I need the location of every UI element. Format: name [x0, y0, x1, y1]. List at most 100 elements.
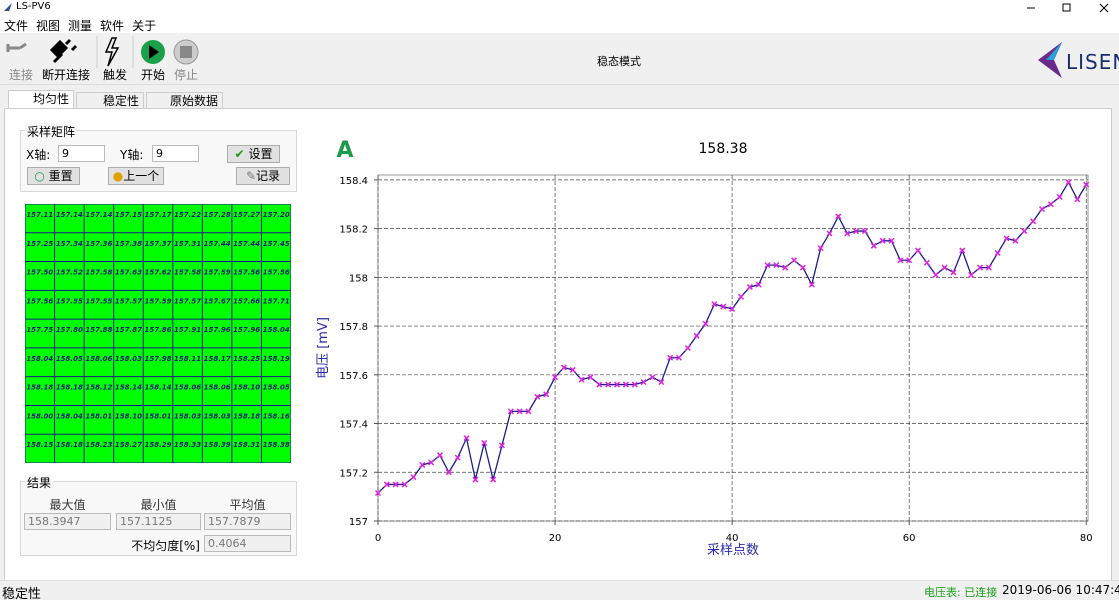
- y-input[interactable]: 9: [152, 145, 199, 162]
- point-marker: [782, 264, 789, 271]
- point-marker: [684, 344, 691, 352]
- menu-item[interactable]: 测量: [68, 19, 93, 33]
- point-marker: [702, 320, 709, 327]
- matrix-background: [25, 204, 291, 463]
- point-marker: [436, 452, 444, 459]
- matrix-cell: 158.03: [174, 412, 201, 420]
- menu-item[interactable]: 视图: [36, 19, 61, 33]
- menu-item[interactable]: 文件: [4, 19, 29, 33]
- x-tick-label: 20: [549, 533, 562, 544]
- matrix-cell: 158.10: [233, 384, 260, 392]
- matrix-cell: 157.56: [263, 269, 290, 277]
- matrix-cell: 157.55: [85, 297, 112, 305]
- point-marker: [525, 408, 532, 415]
- toolbar-button[interactable]: 停止: [173, 68, 198, 82]
- matrix-cell: 157.66: [233, 297, 260, 305]
- menu-item[interactable]: 关于: [132, 19, 157, 33]
- reset-button[interactable]: ○ 重置: [27, 167, 80, 185]
- result-value: 157.1125: [116, 513, 201, 530]
- point-marker: [693, 332, 700, 339]
- menu: 文件 视图 测量 软件 关于: [4, 17, 156, 34]
- point-marker: [1065, 179, 1072, 186]
- point-marker: [773, 262, 780, 269]
- matrix-cell: 158.00: [26, 412, 53, 420]
- matrix-cell: 157.57: [174, 297, 201, 305]
- point-marker: [587, 374, 594, 381]
- plot-area: [377, 174, 1089, 522]
- matrix-cell: 158.31: [233, 441, 260, 449]
- point-marker: [667, 354, 674, 361]
- tab[interactable]: 均匀性: [8, 90, 74, 108]
- x-tick-label: 80: [1080, 533, 1093, 544]
- prev-button[interactable]: ●上一个: [108, 167, 164, 185]
- matrix-cell: 157.59: [144, 297, 171, 305]
- matrix-cell: 158.05: [56, 355, 83, 363]
- button-label: 设置: [248, 147, 273, 161]
- button-label: 上一个: [123, 169, 160, 183]
- matrix-cell: 157.63: [115, 269, 142, 277]
- point-marker: [817, 245, 824, 252]
- tab[interactable]: 稳定性: [76, 92, 144, 108]
- toolbar-button[interactable]: 连接: [8, 68, 33, 82]
- point-marker: [374, 489, 382, 497]
- point-marker: [1012, 237, 1019, 244]
- record-button[interactable]: ✎记录: [236, 167, 290, 185]
- matrix-cell: 158.06: [204, 384, 231, 392]
- toolbar-button[interactable]: 触发: [102, 68, 127, 82]
- toolbar-button[interactable]: 开始: [140, 68, 165, 82]
- matrix-cell: 158.27: [115, 441, 142, 449]
- x-axis-label: 采样点数: [707, 543, 759, 558]
- matrix-cell: 157.98: [144, 355, 171, 363]
- matrix-cell: 158.04: [263, 326, 290, 334]
- matrix-cell: 157.88: [85, 326, 112, 334]
- point-marker: [613, 381, 621, 388]
- nonuniformity-label: 不均匀度[%]: [131, 539, 200, 553]
- group-title: 结果: [25, 474, 54, 491]
- matrix-cell: 158.18: [56, 441, 83, 449]
- point-marker: [755, 281, 762, 288]
- point-marker: [498, 442, 505, 449]
- matrix-cell: 158.03: [115, 355, 142, 363]
- set-button[interactable]: ✔ 设置: [227, 145, 280, 163]
- window-controls[interactable]: [1020, 2, 1115, 14]
- matrix-cell: 158.14: [144, 384, 171, 392]
- matrix-cell: 158.12: [85, 384, 112, 392]
- point-marker: [941, 264, 948, 271]
- y-tick-label: 157.4: [339, 420, 368, 431]
- menu-item[interactable]: 软件: [100, 19, 125, 33]
- point-marker: [401, 481, 408, 488]
- matrix-cell: 157.52: [56, 269, 83, 277]
- x-tick-label: 0: [375, 533, 381, 544]
- point-marker: [968, 271, 975, 278]
- matrix-cell: 157.57: [115, 297, 142, 305]
- matrix-cell: 157.14: [56, 211, 83, 219]
- tab[interactable]: 原始数据: [146, 92, 223, 108]
- mode-label: 稳态模式: [597, 55, 641, 68]
- reset-icon: ○: [34, 169, 45, 183]
- point-marker: [560, 364, 567, 371]
- matrix-cell: 158.15: [26, 441, 53, 449]
- matrix-cell: 158.38: [263, 441, 290, 449]
- annotation: A: [336, 138, 353, 163]
- point-marker: [622, 381, 629, 388]
- point-marker: [658, 379, 665, 386]
- y-tick-label: 157: [349, 517, 368, 528]
- point-marker: [490, 476, 497, 483]
- matrix-cell: 157.17: [144, 211, 171, 219]
- toolbar-button[interactable]: 断开连接: [41, 68, 90, 82]
- point-marker: [569, 366, 576, 373]
- point-marker: [985, 264, 992, 271]
- point-marker: [888, 237, 895, 244]
- matrix-cell: 158.04: [56, 412, 83, 420]
- point-marker: [463, 435, 470, 442]
- matrix-cell: 157.36: [85, 240, 112, 248]
- result-value: 157.7879: [204, 513, 291, 530]
- x-input[interactable]: 9: [58, 145, 105, 162]
- matrix-cell: 157.28: [204, 211, 231, 219]
- point-marker: [791, 257, 798, 264]
- point-marker: [578, 376, 585, 383]
- matrix-cell: 157.37: [144, 240, 171, 248]
- matrix-cell: 157.11: [26, 211, 53, 219]
- point-marker: [826, 230, 833, 237]
- point-marker: [516, 408, 523, 415]
